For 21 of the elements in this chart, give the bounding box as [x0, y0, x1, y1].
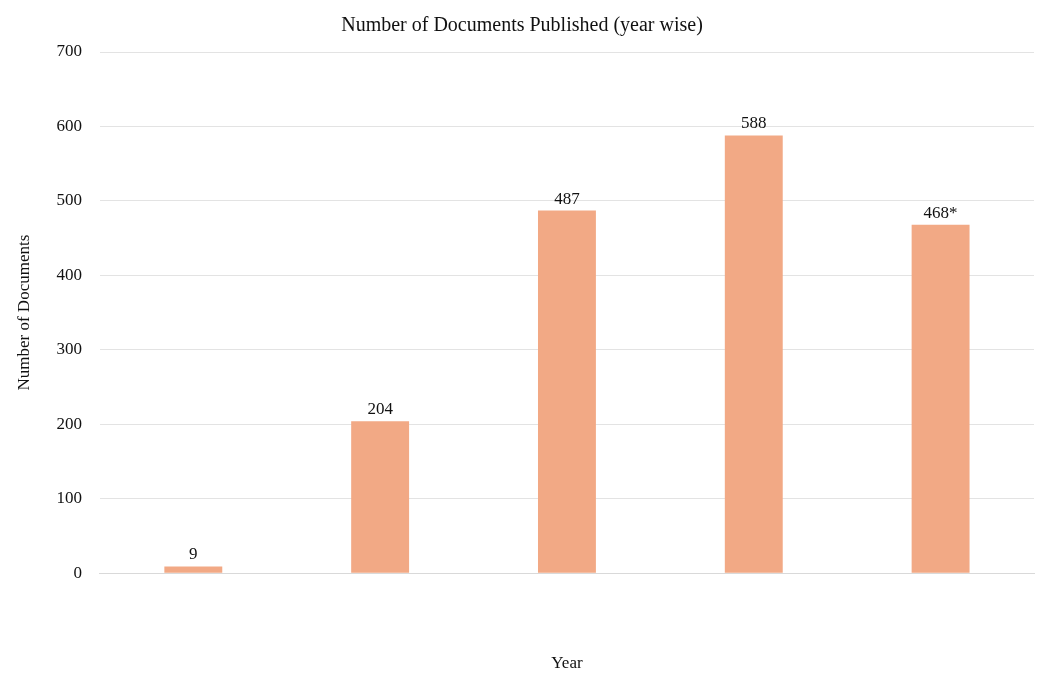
y-tick-label: 600	[56, 115, 82, 135]
data-label: 9	[189, 544, 198, 564]
y-tick-label: 200	[56, 413, 82, 433]
y-tick-label: 300	[56, 339, 82, 359]
bar	[537, 210, 596, 573]
data-label: 588	[741, 113, 767, 133]
y-tick-label: 0	[73, 562, 82, 582]
bar	[724, 135, 783, 573]
y-tick-label: 100	[56, 488, 82, 508]
y-tick-label: 500	[56, 190, 82, 210]
chart-title: Number of Documents Published (year wise)	[341, 13, 703, 37]
bar	[351, 421, 410, 573]
data-label: 487	[554, 188, 581, 208]
data-label: 204	[367, 399, 394, 419]
data-label: 468*	[923, 202, 958, 222]
y-tick-label: 400	[56, 264, 82, 284]
y-tick-label: 700	[56, 41, 82, 61]
x-axis-title: Year	[551, 653, 583, 673]
bar	[164, 566, 223, 573]
bar	[911, 224, 970, 573]
y-axis-title: Number of Documents	[13, 234, 33, 391]
